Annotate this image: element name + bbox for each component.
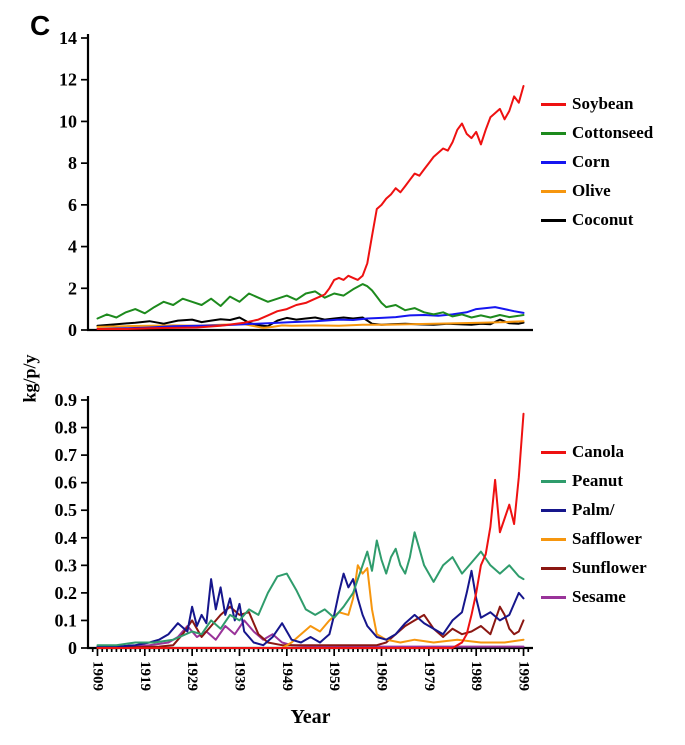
y-tick-label: 6 bbox=[68, 195, 77, 215]
legend-swatch-corn bbox=[541, 160, 566, 164]
x-axis-label: Year bbox=[290, 706, 331, 728]
y-tick-label: 0 bbox=[68, 320, 77, 340]
x-tick-label: 1989 bbox=[468, 661, 484, 691]
series-line-peanut bbox=[96, 531, 525, 647]
x-tick-label: 1919 bbox=[137, 661, 153, 691]
legend-item-palm: Palm/ bbox=[541, 500, 647, 520]
legend-item-cottonseed: Cottonseed bbox=[541, 123, 653, 143]
x-tick-label: 1999 bbox=[516, 661, 532, 691]
series-line-canola bbox=[96, 412, 525, 649]
y-tick-label: 0.7 bbox=[55, 445, 78, 465]
legend-item-peanut: Peanut bbox=[541, 471, 647, 491]
series-line-corn bbox=[96, 306, 525, 330]
legend-item-coconut: Coconut bbox=[541, 210, 653, 230]
y-tick-label: 0.6 bbox=[55, 473, 78, 493]
y-tick-label: 4 bbox=[68, 237, 77, 257]
x-tick-label: 1979 bbox=[421, 661, 437, 691]
legend-swatch-palm bbox=[541, 508, 566, 512]
y-tick-label: 10 bbox=[59, 111, 77, 131]
series-line-sunflower bbox=[96, 605, 525, 649]
y-tick-label: 12 bbox=[59, 70, 77, 90]
series-line-cottonseed bbox=[96, 283, 525, 320]
legend-top: Soybean Cottonseed Corn Olive Coconut bbox=[541, 94, 653, 230]
series-line-palm bbox=[96, 569, 525, 648]
legend-label-coconut: Coconut bbox=[572, 210, 634, 229]
x-tick-label: 1969 bbox=[374, 661, 390, 691]
x-tick-label: 1939 bbox=[231, 661, 247, 691]
legend-item-corn: Corn bbox=[541, 152, 653, 172]
series-line-coconut bbox=[96, 316, 525, 328]
x-tick-label: 1929 bbox=[184, 661, 200, 691]
legend-item-sunflower: Sunflower bbox=[541, 558, 647, 578]
legend-item-sesame: Sesame bbox=[541, 587, 647, 607]
series-line-safflower bbox=[96, 564, 525, 649]
legend-swatch-olive bbox=[541, 189, 566, 193]
x-tick-label: 1909 bbox=[89, 661, 105, 691]
legend-swatch-cottonseed bbox=[541, 131, 566, 135]
y-tick-label: 8 bbox=[68, 153, 77, 173]
x-tick-label: 1949 bbox=[279, 661, 295, 691]
legend-swatch-canola bbox=[541, 450, 566, 454]
legend-item-safflower: Safflower bbox=[541, 529, 647, 549]
legend-item-olive: Olive bbox=[541, 181, 653, 201]
y-tick-label: 0.8 bbox=[55, 418, 78, 438]
legend-swatch-peanut bbox=[541, 479, 566, 483]
legend-label-olive: Olive bbox=[572, 181, 611, 200]
legend-item-canola: Canola bbox=[541, 442, 647, 462]
y-axis-label: kg/p/y bbox=[19, 354, 40, 403]
legend-label-palm: Palm/ bbox=[572, 500, 615, 519]
legend-label-peanut: Peanut bbox=[572, 471, 623, 490]
legend-label-corn: Corn bbox=[572, 152, 610, 171]
legend-swatch-sunflower bbox=[541, 566, 566, 570]
panel-label: C bbox=[30, 10, 51, 41]
legend-swatch-safflower bbox=[541, 537, 566, 541]
y-tick-label: 0.4 bbox=[55, 528, 78, 548]
legend-swatch-soybean bbox=[541, 102, 566, 106]
legend-swatch-sesame bbox=[541, 595, 566, 599]
legend-label-canola: Canola bbox=[572, 442, 624, 461]
y-tick-label: 0.3 bbox=[55, 555, 78, 575]
series-line-soybean bbox=[96, 85, 525, 330]
y-tick-label: 14 bbox=[59, 28, 77, 48]
y-tick-label: 0 bbox=[68, 638, 77, 658]
legend-label-soybean: Soybean bbox=[572, 94, 634, 113]
y-tick-label: 0.2 bbox=[55, 583, 78, 603]
legend-swatch-coconut bbox=[541, 218, 566, 222]
legend-item-soybean: Soybean bbox=[541, 94, 653, 114]
y-tick-label: 0.1 bbox=[55, 610, 78, 630]
legend-bottom: Canola Peanut Palm/ Safflower Sunflower … bbox=[541, 442, 647, 607]
y-tick-label: 0.9 bbox=[55, 390, 78, 410]
y-tick-label: 2 bbox=[68, 278, 77, 298]
x-tick-label: 1959 bbox=[326, 661, 342, 691]
legend-label-safflower: Safflower bbox=[572, 529, 642, 548]
y-tick-label: 0.5 bbox=[55, 500, 78, 520]
legend-label-cottonseed: Cottonseed bbox=[572, 123, 654, 142]
legend-label-sesame: Sesame bbox=[572, 587, 626, 606]
legend-label-sunflower: Sunflower bbox=[572, 558, 647, 577]
